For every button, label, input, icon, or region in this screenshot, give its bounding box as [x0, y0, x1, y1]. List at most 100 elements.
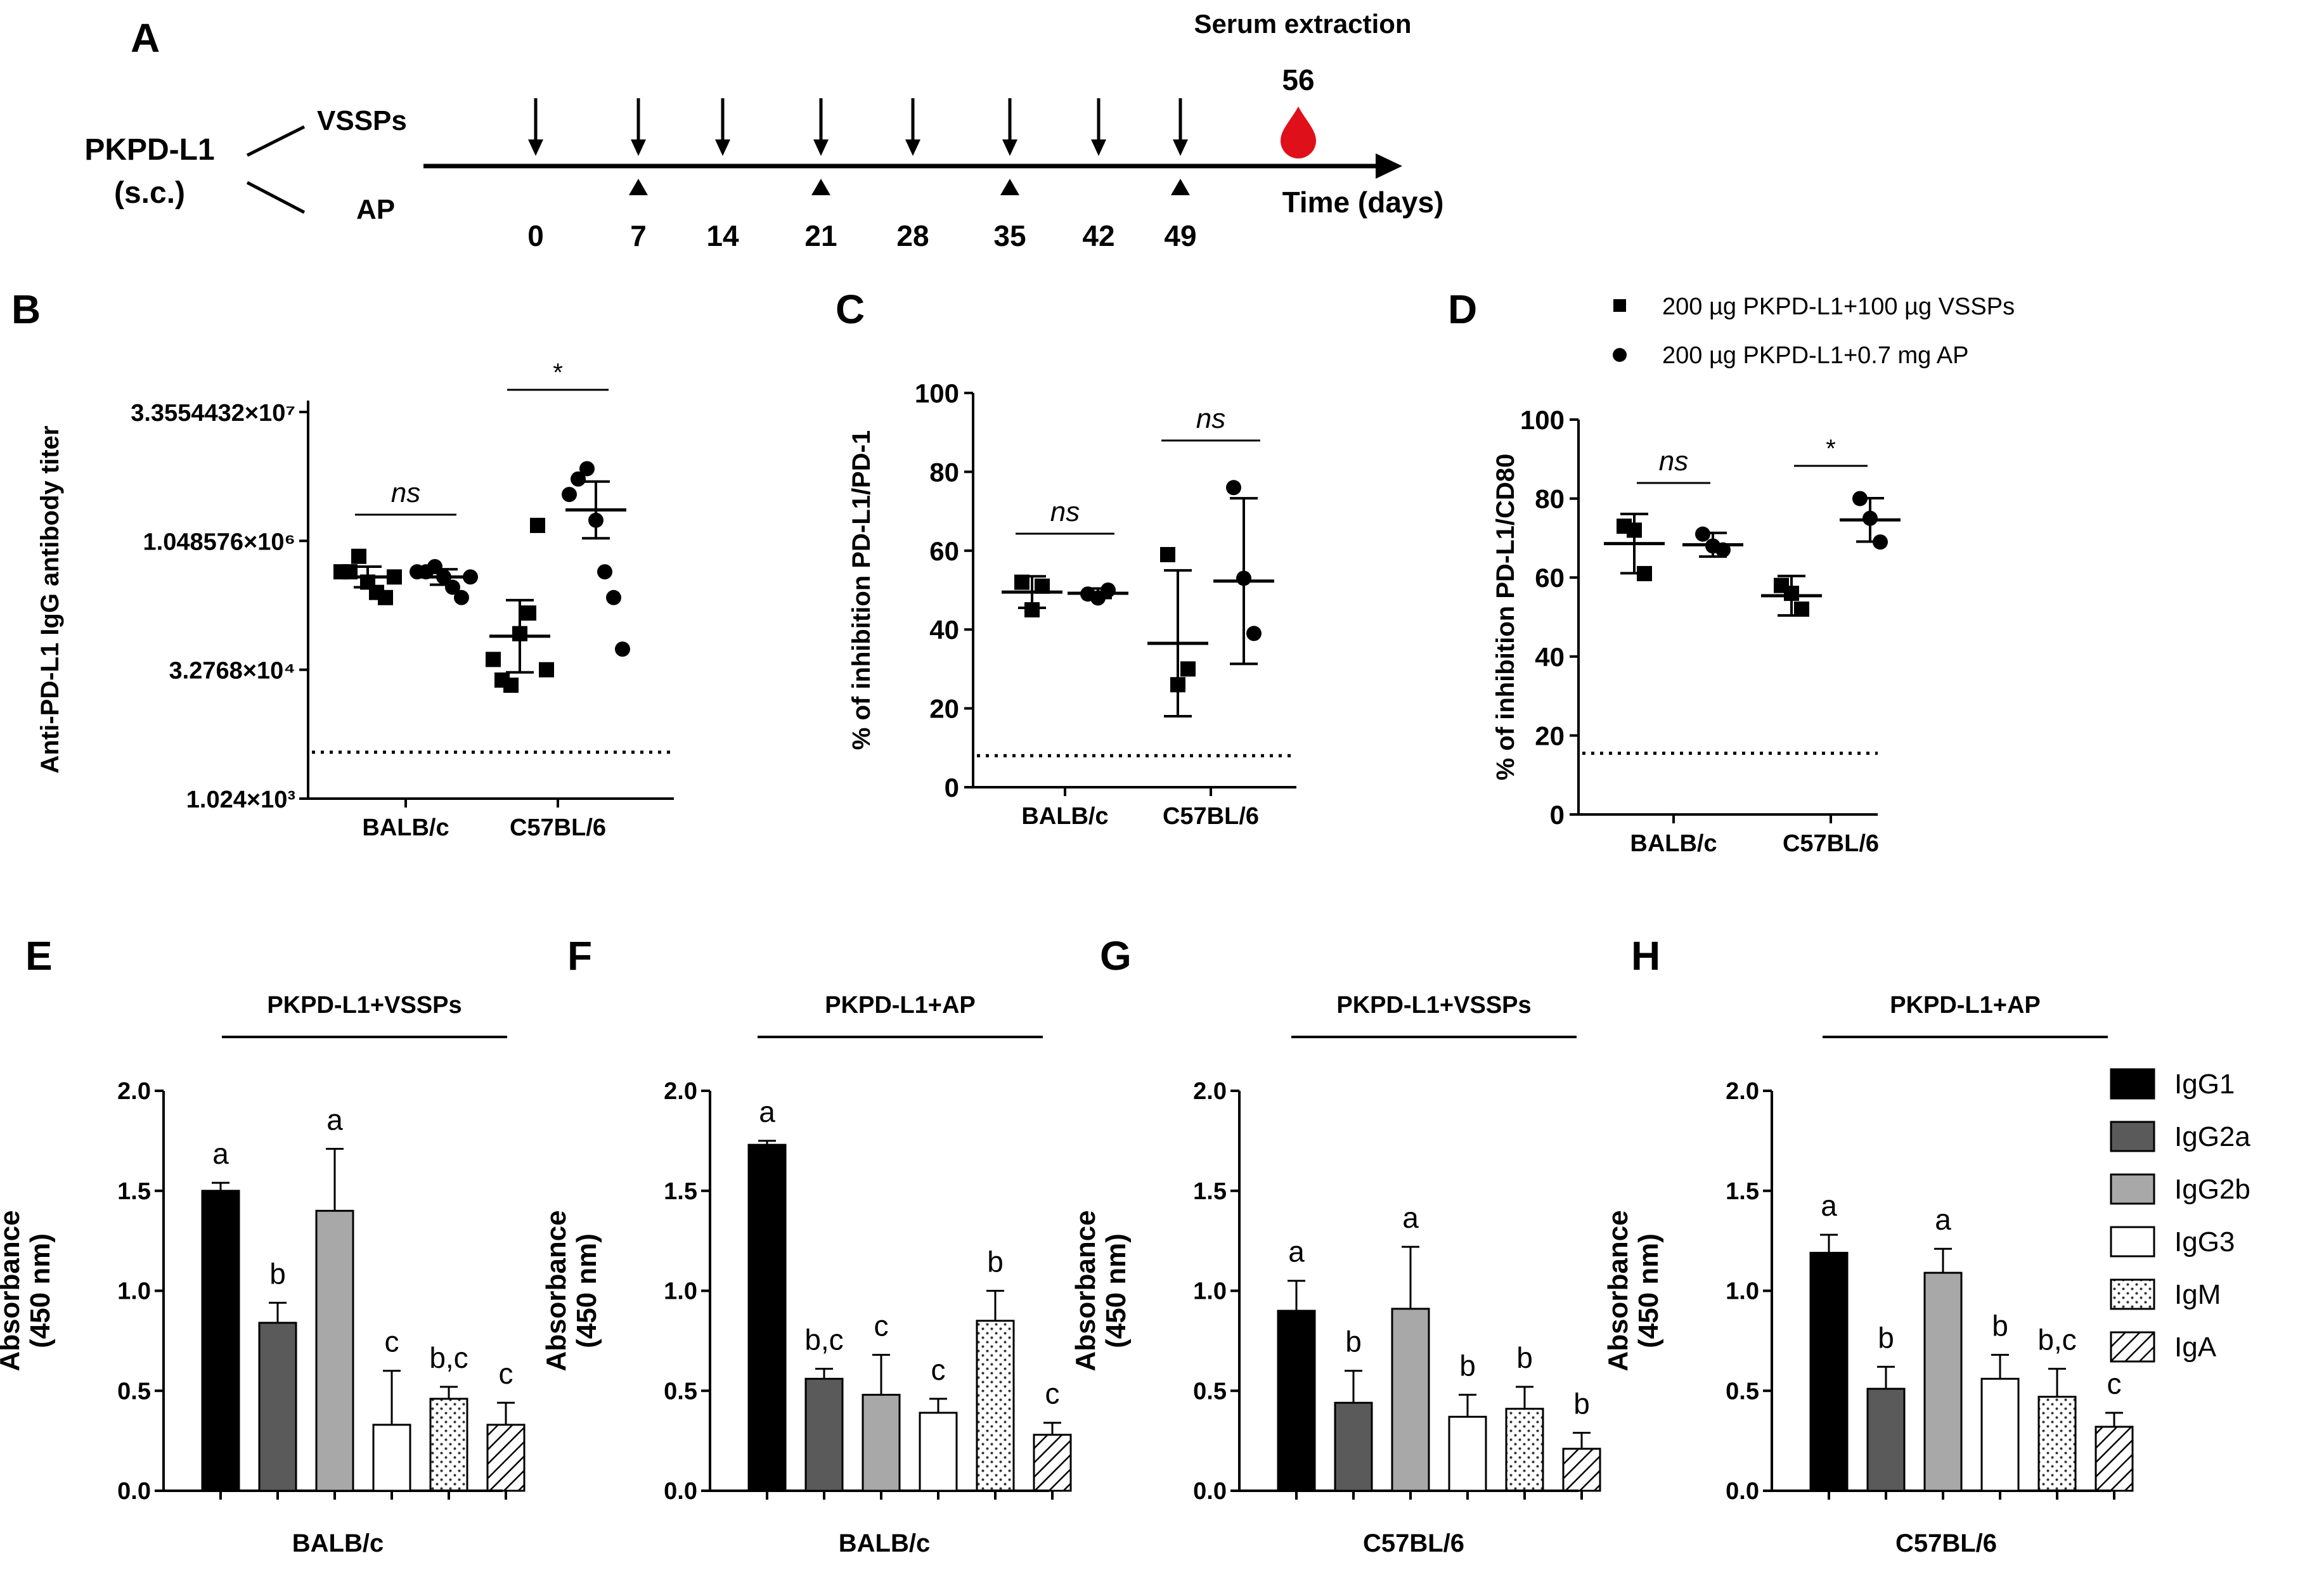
legend-label-igg2a: IgG2a — [2174, 1121, 2250, 1152]
y-tick-label: 0 — [1550, 800, 1565, 830]
significance-label: * — [1826, 435, 1836, 463]
y-tick-label: 2.0 — [117, 1078, 151, 1105]
chart-b: B 1.024×10³ 3.2768×10⁴ 1.048576×10⁶ 3.355443… — [11, 286, 674, 841]
panel-label: E — [25, 933, 53, 979]
timeline-arrowhead — [1376, 153, 1402, 179]
dose-arrow-head — [528, 139, 543, 156]
significance-label: ns — [1196, 403, 1225, 434]
y-tick-label: 1.5 — [1193, 1178, 1227, 1205]
legend-swatch-iga — [2110, 1331, 2155, 1363]
compound-label: PKPD-L1 — [84, 133, 214, 167]
serum-extraction-label: Serum extraction — [1194, 9, 1411, 39]
bar-igm — [2037, 1396, 2077, 1492]
panel-label: C — [836, 286, 865, 332]
y-tick-label: 0.5 — [664, 1378, 697, 1405]
y-tick-label: 2.0 — [664, 1078, 697, 1105]
y-tick-label: 0 — [945, 773, 959, 802]
ap-dose-triangle — [629, 179, 648, 195]
significance-letter: a — [759, 1095, 775, 1128]
significance-letter: b — [987, 1245, 1004, 1278]
bar-igg2b — [862, 1394, 901, 1492]
y-tick-label: 0.5 — [1726, 1378, 1759, 1405]
square-point — [1160, 547, 1175, 563]
y-tick-label: 1.5 — [664, 1178, 697, 1205]
square-point — [521, 605, 536, 621]
timeline-axis-label: Time (days) — [1282, 186, 1444, 219]
y-tick-label: 1.0 — [1726, 1278, 1759, 1305]
chart-d: D 0 20 40 60 80 100% of inhibition PD-L1/CD80 B… — [1448, 286, 1901, 857]
dose-arrow-head — [631, 139, 646, 156]
legend-swatch-igm — [2110, 1278, 2155, 1310]
bar-igg1 — [1809, 1252, 1849, 1492]
panel-label-a: A — [131, 15, 160, 61]
y-axis-label: Anti-PD-L1 IgG antibody titer — [36, 426, 64, 774]
legend-label-igg3: IgG3 — [2174, 1226, 2235, 1258]
bar-igg2a — [1334, 1401, 1373, 1492]
y-tick-label: 40 — [929, 615, 959, 645]
bar-igg2b — [1923, 1271, 1963, 1492]
y-tick-label: 1.048576×10⁶ — [143, 529, 295, 555]
timeline-day-label: 49 — [1164, 219, 1196, 252]
y-tick-label: 40 — [1535, 642, 1565, 672]
branch-vssps-label: VSSPs — [317, 105, 407, 136]
ap-dose-triangle — [1000, 179, 1019, 195]
significance-letter: a — [1402, 1201, 1419, 1234]
x-tick-label: BALB/c — [1021, 803, 1108, 830]
chart-title: PKPD-L1+VSSPs — [267, 992, 462, 1019]
y-tick-label: 2.0 — [1193, 1078, 1227, 1105]
bar-igm — [429, 1398, 468, 1492]
significance-letter: b,c — [2037, 1323, 2076, 1356]
square-point — [530, 517, 545, 533]
bar-iga — [486, 1424, 526, 1492]
square-point — [1180, 661, 1196, 677]
x-tick-label: C57BL/6 — [1163, 803, 1259, 830]
bar-igg3 — [1980, 1377, 2020, 1492]
y-axis-label: (450 nm) — [25, 1233, 56, 1348]
bar-igg1 — [1277, 1309, 1316, 1492]
y-axis-label: (450 nm) — [1633, 1233, 1664, 1348]
bar-legend: IgG1 IgG2a IgG2b IgG3 IgM IgA — [2110, 1068, 2250, 1363]
x-tick-label: C57BL/6 — [510, 814, 606, 841]
circle-point — [1101, 582, 1116, 598]
y-tick-label: 100 — [1520, 405, 1565, 435]
timeline-day-label: 35 — [993, 219, 1026, 252]
circle-point — [579, 461, 595, 477]
significance-letter: a — [1935, 1203, 1951, 1236]
significance-letter: a — [212, 1137, 229, 1170]
circle-point — [606, 589, 621, 605]
x-tick-label: C57BL/6 — [1783, 830, 1879, 857]
square-point — [486, 652, 501, 667]
legend-label-igm: IgM — [2174, 1279, 2221, 1310]
legend-circle-label: 200 µg PKPD-L1+0.7 mg AP — [1662, 342, 1968, 369]
y-tick-label: 0.0 — [664, 1478, 697, 1505]
y-tick-label: 3.3554432×10⁷ — [131, 400, 295, 427]
significance-letter: c — [874, 1309, 889, 1342]
bar-igg3 — [372, 1424, 411, 1492]
significance-letter: c — [2107, 1367, 2122, 1400]
y-axis-label: Absorbance — [1603, 1210, 1634, 1371]
significance-letter: b — [1992, 1309, 2008, 1342]
significance-letter: c — [385, 1325, 399, 1358]
y-tick-label: 0.0 — [1726, 1478, 1759, 1505]
y-tick-label: 1.0 — [1193, 1278, 1227, 1305]
timeline-day-label: 42 — [1082, 219, 1114, 252]
x-axis-label: BALB/c — [292, 1529, 384, 1557]
route-label: (s.c.) — [114, 176, 185, 210]
panel-label: F — [567, 933, 592, 979]
significance-label: ns — [1659, 446, 1688, 477]
y-tick-label: 20 — [1535, 721, 1565, 750]
significance-letter: b — [1878, 1321, 1894, 1354]
timeline-day-label: 7 — [630, 219, 647, 252]
x-axis-label: C57BL/6 — [1363, 1529, 1464, 1557]
legend-swatch-igg1 — [2110, 1068, 2155, 1100]
branch-ap-label: AP — [356, 194, 395, 225]
y-tick-label: 1.024×10³ — [186, 787, 295, 813]
x-tick-label: BALB/c — [362, 814, 449, 841]
timeline-day-label: 28 — [896, 219, 929, 252]
chart-f: F PKPD-L1+AP 0.0 0.5 1.0 1.5 2.0 Absorbance (450… — [541, 933, 1072, 1557]
panel-a: A Serum extraction 56 PKPD-L1 (s.c.) VSS… — [84, 9, 1443, 252]
y-tick-label: 0.0 — [1193, 1478, 1227, 1505]
chart-title: PKPD-L1+AP — [825, 992, 976, 1019]
legend-square-marker — [1613, 299, 1626, 312]
